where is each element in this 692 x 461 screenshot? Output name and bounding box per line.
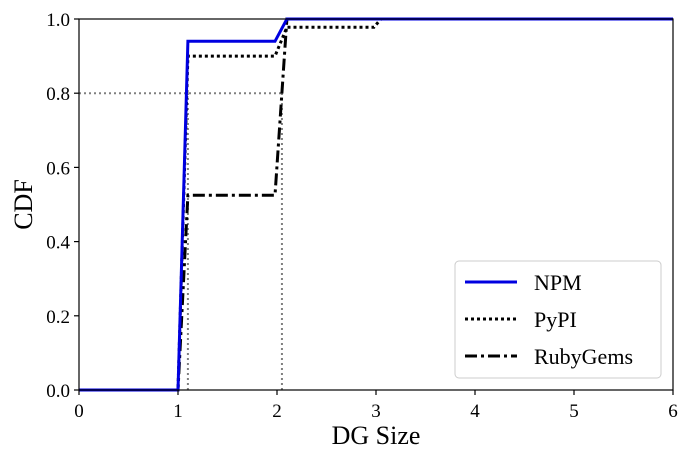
- legend-box: [454, 260, 662, 379]
- x-tick-label: 1: [173, 401, 183, 422]
- y-tick-label: 0.4: [46, 233, 70, 254]
- legend-label-rubygems: RubyGems: [534, 344, 633, 369]
- x-axis-label: DG Size: [332, 421, 421, 450]
- y-tick-label: 0.2: [46, 307, 70, 328]
- legend-label-npm: NPM: [534, 270, 582, 295]
- y-tick-label: 0.8: [46, 84, 70, 105]
- series-line-pypi: [79, 17, 673, 392]
- y-tick-label: 0.6: [46, 158, 70, 179]
- x-tick-label: 5: [569, 401, 579, 422]
- legend-label-pypi: PyPI: [534, 307, 577, 332]
- reference-lines: [79, 92, 283, 390]
- legend: NPM PyPI RubyGems: [454, 260, 662, 379]
- x-ticks: 0 1 2 3 4 5 6: [74, 390, 678, 422]
- x-tick-label: 2: [272, 401, 282, 422]
- y-ticks: 0.0 0.2 0.4 0.6 0.8 1.0: [46, 10, 79, 402]
- y-tick-label: 1.0: [46, 10, 70, 31]
- x-tick-label: 6: [668, 401, 678, 422]
- x-tick-label: 0: [74, 401, 84, 422]
- x-tick-label: 4: [470, 401, 480, 422]
- y-tick-label: 0.0: [46, 381, 70, 402]
- y-axis-label: CDF: [9, 179, 38, 230]
- x-tick-label: 3: [371, 401, 381, 422]
